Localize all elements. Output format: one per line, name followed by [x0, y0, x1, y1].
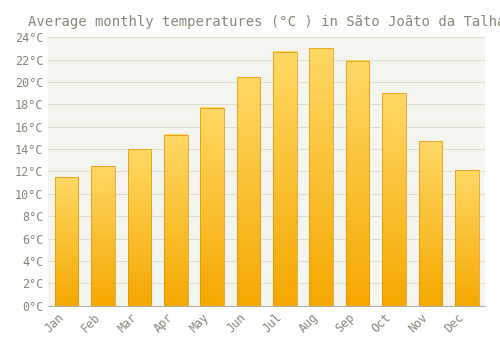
Bar: [164, 134, 188, 306]
Bar: [236, 77, 260, 306]
Bar: [200, 108, 224, 306]
Bar: [418, 141, 442, 306]
Title: Average monthly temperatures (°C ) in Sãto Joãto da Talha: Average monthly temperatures (°C ) in Sã…: [28, 15, 500, 29]
Bar: [91, 166, 115, 306]
Bar: [382, 93, 406, 306]
Bar: [310, 48, 333, 306]
Bar: [54, 177, 78, 306]
Bar: [273, 52, 296, 306]
Bar: [455, 170, 478, 306]
Bar: [128, 149, 151, 306]
Bar: [346, 61, 370, 306]
